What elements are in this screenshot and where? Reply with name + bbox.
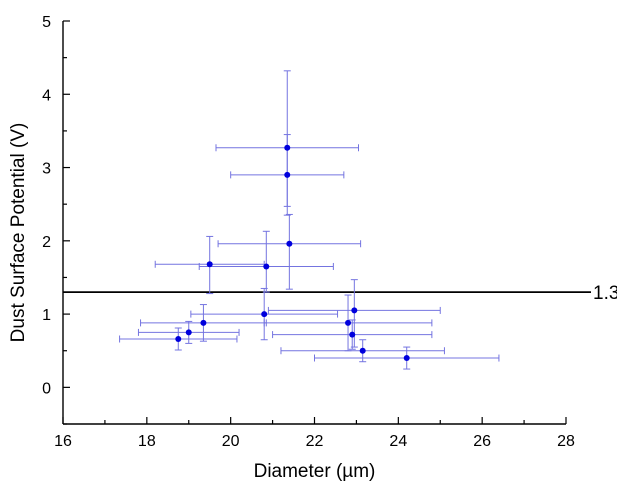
data-point	[284, 144, 291, 151]
y-tick-label: 3	[42, 161, 51, 178]
data-point	[359, 347, 366, 354]
y-tick-label: 5	[42, 14, 51, 31]
tick-labels: 16 18 20 22 24 26 28 0 1 2 3 4 5	[42, 14, 575, 450]
x-tick-label: 18	[138, 433, 156, 450]
error-bars	[119, 70, 500, 370]
data-point	[200, 319, 207, 326]
data-point	[263, 263, 270, 270]
data-point	[185, 329, 192, 336]
data-point	[349, 331, 356, 338]
data-point	[286, 240, 293, 247]
data-point	[351, 307, 358, 314]
axes	[62, 21, 566, 425]
y-tick-label: 1	[42, 307, 51, 324]
data-point	[403, 355, 410, 362]
data-point	[261, 311, 268, 318]
axis-ticks	[62, 20, 567, 425]
x-tick-label: 24	[389, 433, 407, 450]
x-axis-title: Diameter (µm)	[254, 461, 376, 482]
x-tick-label: 22	[306, 433, 324, 450]
y-tick-label: 0	[42, 380, 51, 397]
x-tick-label: 20	[222, 433, 240, 450]
data-points	[175, 144, 410, 362]
x-tick-label: 28	[557, 433, 575, 450]
data-point	[284, 171, 291, 178]
data-point	[206, 261, 213, 268]
y-tick-label: 2	[42, 234, 51, 251]
threshold-label: 1.3V	[593, 283, 617, 304]
y-axis-title: Dust Surface Potential (V)	[8, 123, 29, 343]
y-tick-label: 4	[42, 87, 51, 104]
x-tick-label: 16	[54, 433, 72, 450]
data-point	[175, 336, 182, 343]
data-point	[345, 319, 352, 326]
x-tick-label: 26	[473, 433, 491, 450]
